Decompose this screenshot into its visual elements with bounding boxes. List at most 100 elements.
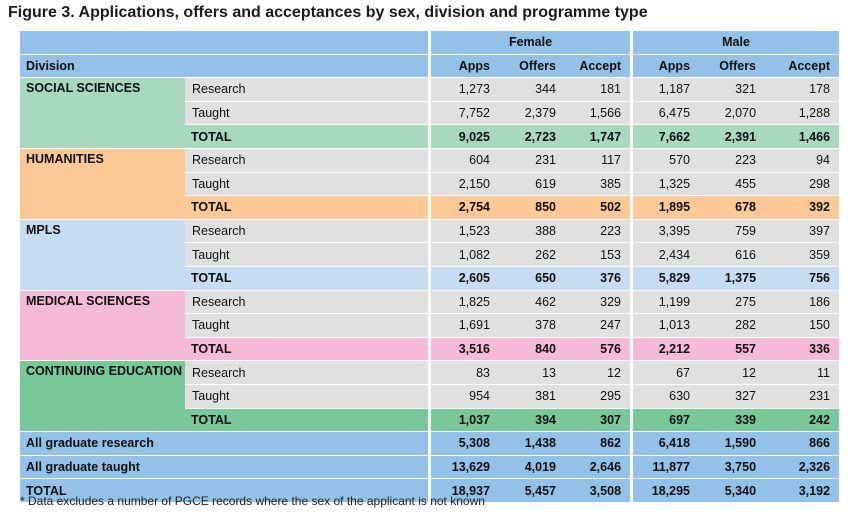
cell-female-accept: 295	[565, 384, 634, 409]
table-row: Taught 2,150 619 385 1,325 455 298	[20, 172, 840, 197]
cell-male-apps: 2,212	[633, 337, 700, 362]
cell-male-offers: 223	[699, 148, 766, 173]
footnote: * Data excludes a number of PGCE records…	[20, 494, 485, 508]
cell-female-offers: 840	[499, 337, 565, 362]
cell-female-accept: 12	[565, 361, 634, 385]
cell-female-apps: 9,025	[431, 125, 499, 149]
summary-row: All graduate taught 13,629 4,019 2,646 11,87…	[20, 455, 840, 480]
cell-male-accept: 11	[765, 361, 840, 385]
table-row: MPLS Research 1,523 388 223 3,395 759 397	[20, 219, 840, 291]
cell-male-offers: 327	[699, 384, 766, 409]
cell-male-accept: 298	[765, 172, 840, 197]
cell-female-offers: 1,438	[499, 432, 565, 456]
cell-male-apps: 1,199	[633, 290, 700, 315]
cell-female-offers: 394	[499, 408, 565, 433]
table-body: Female Male Division Apps Offers Accept …	[20, 31, 840, 503]
programme-type: Research	[185, 290, 431, 315]
summary-blank-cell	[185, 455, 431, 480]
header-group-row: Female Male	[20, 31, 840, 55]
programme-type: Taught	[185, 101, 431, 126]
programme-type: TOTAL	[185, 266, 431, 291]
cell-female-accept: 153	[565, 243, 634, 267]
cell-male-offers: 339	[699, 408, 766, 433]
programme-type: TOTAL	[185, 337, 431, 362]
cell-male-accept: 150	[765, 314, 840, 338]
cell-male-apps: 570	[633, 148, 700, 173]
cell-male-accept: 1,288	[765, 101, 840, 126]
programme-type: Research	[185, 219, 431, 244]
division-total-row: TOTAL 2,605 650 376 5,829 1,375 756	[20, 266, 840, 291]
header-blank-cell	[20, 31, 185, 55]
division-total-row: TOTAL 9,025 2,723 1,747 7,662 2,391 1,466	[20, 125, 840, 149]
cell-female-offers: 344	[499, 78, 565, 102]
cell-female-apps: 83	[431, 361, 499, 385]
cell-male-apps: 2,434	[633, 243, 700, 267]
cell-female-accept: 1,566	[565, 101, 634, 126]
cell-male-accept: 392	[765, 196, 840, 220]
cell-male-apps: 1,895	[633, 196, 700, 220]
header-female-apps: Apps	[431, 54, 499, 79]
programme-type: Research	[185, 78, 431, 102]
header-female: Female	[431, 31, 634, 55]
programme-type: TOTAL	[185, 196, 431, 220]
cell-female-offers: 5,457	[499, 479, 565, 503]
division-name: MPLS	[20, 219, 185, 291]
cell-female-accept: 247	[565, 314, 634, 338]
cell-female-offers: 381	[499, 384, 565, 409]
division-total-row: TOTAL 3,516 840 576 2,212 557 336	[20, 337, 840, 362]
summary-row: All graduate research 5,308 1,438 862 6,418 1…	[20, 432, 840, 456]
programme-type: Taught	[185, 243, 431, 267]
cell-female-accept: 376	[565, 266, 634, 291]
cell-male-accept: 359	[765, 243, 840, 267]
summary-row: TOTAL 18,937 5,457 3,508 18,295 5,340 3,192	[20, 479, 840, 503]
cell-male-apps: 1,325	[633, 172, 700, 197]
cell-female-accept: 3,508	[565, 479, 634, 503]
header-female-offers: Offers	[499, 54, 565, 79]
cell-female-apps: 1,691	[431, 314, 499, 338]
summary-blank-cell	[185, 432, 431, 456]
cell-female-accept: 2,646	[565, 455, 634, 480]
header-male-apps: Apps	[633, 54, 700, 79]
cell-female-offers: 619	[499, 172, 565, 197]
cell-male-accept: 186	[765, 290, 840, 315]
cell-male-offers: 5,340	[699, 479, 766, 503]
division-total-row: TOTAL 1,037 394 307 697 339 242	[20, 408, 840, 433]
cell-male-accept: 2,326	[765, 455, 840, 480]
cell-female-apps: 604	[431, 148, 499, 173]
cell-male-offers: 678	[699, 196, 766, 220]
cell-female-apps: 2,754	[431, 196, 499, 220]
cell-female-apps: 1,037	[431, 408, 499, 433]
header-male-offers: Offers	[699, 54, 766, 79]
cell-male-apps: 1,187	[633, 78, 700, 102]
page-title: Figure 3. Applications, offers and accep…	[8, 4, 648, 21]
division-name: SOCIAL SCIENCES	[20, 78, 185, 149]
programme-type: Research	[185, 148, 431, 173]
cell-male-offers: 321	[699, 78, 766, 102]
cell-male-apps: 1,013	[633, 314, 700, 338]
cell-female-apps: 2,605	[431, 266, 499, 291]
cell-male-offers: 616	[699, 243, 766, 267]
division-name: CONTINUING EDUCATION	[20, 361, 185, 433]
cell-female-offers: 4,019	[499, 455, 565, 480]
cell-female-accept: 329	[565, 290, 634, 315]
cell-female-offers: 2,379	[499, 101, 565, 126]
table-row: Taught 1,691 378 247 1,013 282 150	[20, 314, 840, 338]
cell-female-offers: 850	[499, 196, 565, 220]
table-row: Taught 7,752 2,379 1,566 6,475 2,070 1,288	[20, 101, 840, 126]
cell-female-apps: 3,516	[431, 337, 499, 362]
cell-male-offers: 2,391	[699, 125, 766, 149]
table-row: Taught 1,082 262 153 2,434 616 359	[20, 243, 840, 267]
cell-male-accept: 242	[765, 408, 840, 433]
cell-male-accept: 231	[765, 384, 840, 409]
header-blank-cell	[185, 31, 431, 55]
division-name: HUMANITIES	[20, 148, 185, 220]
cell-female-accept: 576	[565, 337, 634, 362]
cell-female-apps: 1,082	[431, 243, 499, 267]
summary-label: TOTAL	[20, 479, 185, 503]
summary-label: All graduate research	[20, 432, 185, 456]
cell-female-accept: 307	[565, 408, 634, 433]
cell-male-apps: 3,395	[633, 219, 700, 244]
cell-male-apps: 630	[633, 384, 700, 409]
cell-female-offers: 378	[499, 314, 565, 338]
cell-female-apps: 13,629	[431, 455, 499, 480]
